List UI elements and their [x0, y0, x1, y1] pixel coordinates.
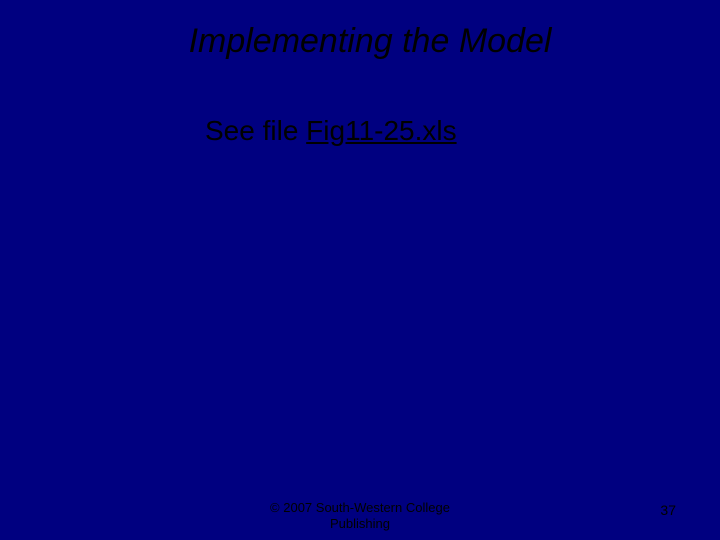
body-prefix-text: See file: [205, 115, 306, 146]
copyright-line2: Publishing: [330, 516, 390, 531]
slide-body: See file Fig11-25.xls: [205, 115, 457, 147]
file-link[interactable]: Fig11-25.xls: [306, 115, 456, 146]
page-number: 37: [660, 502, 676, 518]
slide-title: Implementing the Model: [0, 22, 720, 61]
copyright-text: © 2007 South-Western College Publishing: [0, 500, 720, 533]
copyright-line1: © 2007 South-Western College: [270, 500, 450, 515]
